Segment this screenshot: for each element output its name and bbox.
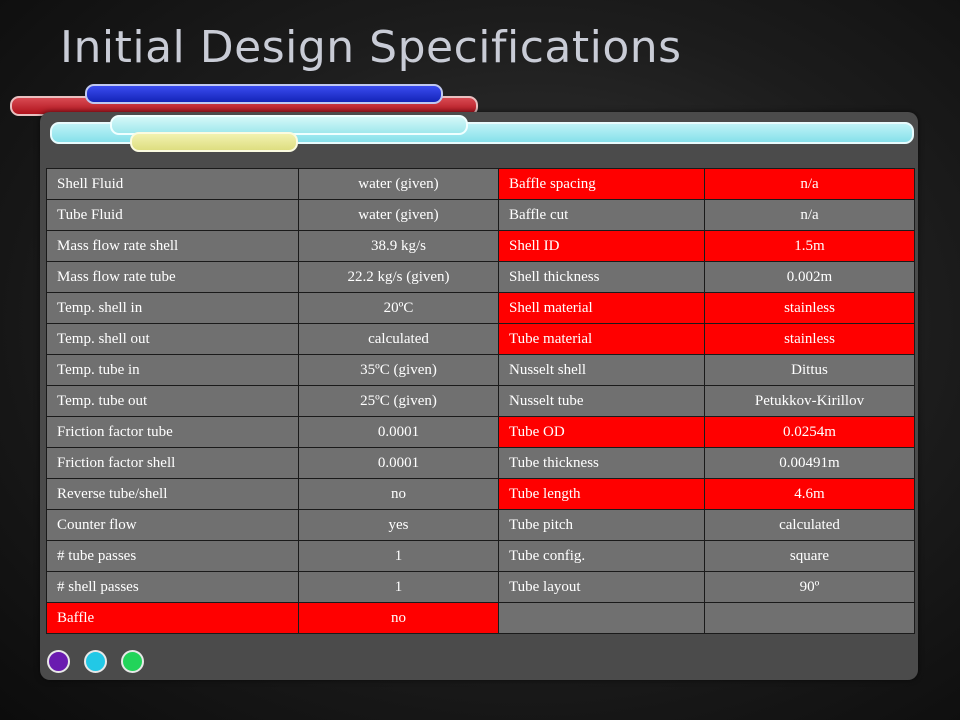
spec-label-cell: Temp. tube in [46, 354, 299, 386]
spec-label-cell: Friction factor shell [46, 447, 299, 479]
spec-value-cell: stainless [704, 292, 915, 324]
spec-value-cell [704, 602, 915, 634]
spec-label-cell: Tube length [498, 478, 705, 510]
table-row: Mass flow rate tube 22.2 kg/s (given) Shel… [46, 261, 915, 293]
spec-value-cell: Dittus [704, 354, 915, 386]
spec-value-cell: 22.2 kg/s (given) [298, 261, 499, 293]
spec-label-cell: Nusselt shell [498, 354, 705, 386]
spec-value-cell: 38.9 kg/s [298, 230, 499, 262]
spec-label-cell: Tube pitch [498, 509, 705, 541]
table-row: Temp. shell in 20ºC Shell material stainles… [46, 292, 915, 324]
cyan-dot [84, 650, 107, 673]
spec-value-cell: water (given) [298, 168, 499, 200]
spec-label-cell: Mass flow rate shell [46, 230, 299, 262]
specifications-table: Shell Fluid water (given) Baffle spacing n/… [46, 168, 915, 634]
spec-value-cell: 0.0254m [704, 416, 915, 448]
spec-value-cell: no [298, 602, 499, 634]
spec-label-cell: # tube passes [46, 540, 299, 572]
table-row: Shell Fluid water (given) Baffle spacing n/… [46, 168, 915, 200]
spec-value-cell: n/a [704, 199, 915, 231]
spec-value-cell: n/a [704, 168, 915, 200]
spec-value-cell: stainless [704, 323, 915, 355]
spec-label-cell: Temp. tube out [46, 385, 299, 417]
spec-value-cell: 20ºC [298, 292, 499, 324]
table-row: Counter flow yes Tube pitch calculated [46, 509, 915, 541]
table-row: Temp. tube in 35ºC (given) Nusselt shell Di… [46, 354, 915, 386]
spec-label-cell: Tube OD [498, 416, 705, 448]
spec-value-cell: yes [298, 509, 499, 541]
spec-label-cell: Temp. shell in [46, 292, 299, 324]
spec-label-cell: Friction factor tube [46, 416, 299, 448]
spec-value-cell: 25ºC (given) [298, 385, 499, 417]
spec-label-cell: Baffle cut [498, 199, 705, 231]
spec-label-cell: Shell Fluid [46, 168, 299, 200]
spec-value-cell: 0.0001 [298, 447, 499, 479]
table-row: Baffle no [46, 602, 915, 634]
spec-label-cell: Nusselt tube [498, 385, 705, 417]
spec-value-cell: no [298, 478, 499, 510]
spec-value-cell: square [704, 540, 915, 572]
purple-dot [47, 650, 70, 673]
decorative-blue-bar [85, 84, 443, 104]
spec-value-cell: calculated [298, 323, 499, 355]
spec-value-cell: 0.00491m [704, 447, 915, 479]
spec-label-cell: Tube config. [498, 540, 705, 572]
spec-value-cell: 35ºC (given) [298, 354, 499, 386]
table-row: Friction factor shell 0.0001 Tube thicknes… [46, 447, 915, 479]
spec-label-cell: Baffle [46, 602, 299, 634]
spec-label-cell: Temp. shell out [46, 323, 299, 355]
slide-title: Initial Design Specifications [60, 22, 682, 73]
spec-value-cell: 1 [298, 571, 499, 603]
spec-value-cell: 0.002m [704, 261, 915, 293]
table-row: Reverse tube/shell no Tube length 4.6m [46, 478, 915, 510]
spec-label-cell: Mass flow rate tube [46, 261, 299, 293]
spec-value-cell: 0.0001 [298, 416, 499, 448]
spec-label-cell: Counter flow [46, 509, 299, 541]
spec-value-cell: Petukkov-Kirillov [704, 385, 915, 417]
table-row: Tube Fluid water (given) Baffle cut n/a [46, 199, 915, 231]
table-row: Friction factor tube 0.0001 Tube OD 0.0254m [46, 416, 915, 448]
table-row: # shell passes 1 Tube layout 90º [46, 571, 915, 603]
spec-label-cell: Baffle spacing [498, 168, 705, 200]
spec-value-cell: 1 [298, 540, 499, 572]
spec-label-cell: Reverse tube/shell [46, 478, 299, 510]
spec-value-cell: 90º [704, 571, 915, 603]
specifications-table-body: Shell Fluid water (given) Baffle spacing n/… [46, 168, 915, 634]
spec-label-cell: Tube Fluid [46, 199, 299, 231]
spec-label-cell: Shell ID [498, 230, 705, 262]
decorative-yellow-bar [130, 132, 298, 152]
spec-label-cell: Shell thickness [498, 261, 705, 293]
spec-label-cell [498, 602, 705, 634]
table-row: # tube passes 1 Tube config. square [46, 540, 915, 572]
spec-label-cell: Tube thickness [498, 447, 705, 479]
spec-label-cell: Tube material [498, 323, 705, 355]
spec-value-cell: calculated [704, 509, 915, 541]
table-row: Temp. tube out 25ºC (given) Nusselt tube Pe… [46, 385, 915, 417]
spec-value-cell: 4.6m [704, 478, 915, 510]
table-row: Mass flow rate shell 38.9 kg/s Shell ID 1.5… [46, 230, 915, 262]
green-dot [121, 650, 144, 673]
spec-label-cell: # shell passes [46, 571, 299, 603]
spec-label-cell: Shell material [498, 292, 705, 324]
table-row: Temp. shell out calculated Tube material st… [46, 323, 915, 355]
spec-value-cell: 1.5m [704, 230, 915, 262]
spec-value-cell: water (given) [298, 199, 499, 231]
spec-label-cell: Tube layout [498, 571, 705, 603]
